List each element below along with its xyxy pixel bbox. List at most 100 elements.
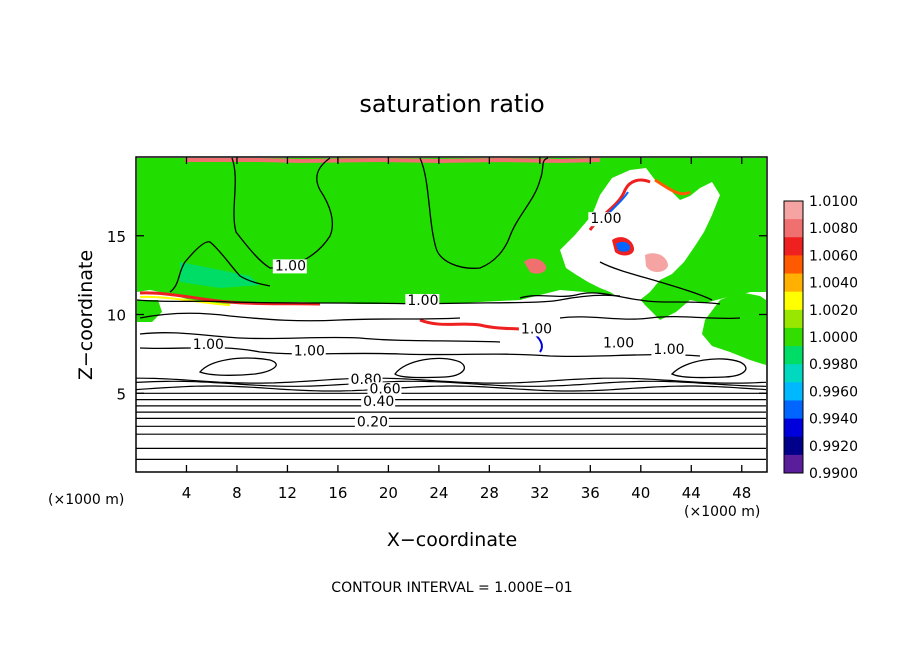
colorbar-label: 1.0000 — [809, 330, 858, 346]
contour-label: 1.00 — [193, 337, 224, 353]
y-tick-labels: 5 10 15 — [107, 228, 126, 404]
x-tick-labels: 4 8 12 16 20 24 28 32 36 40 44 48 — [182, 484, 752, 502]
colorbar-label: 0.9900 — [809, 466, 858, 482]
contour-label: 0.20 — [357, 414, 388, 430]
contour-cloud-2 — [139, 332, 501, 343]
stratified-contour-line — [136, 377, 767, 384]
colorbar-label: 0.9940 — [809, 412, 858, 428]
contour-label-bg — [588, 212, 623, 227]
plot-frame — [135, 156, 768, 473]
colorbar-swatch — [784, 454, 803, 474]
green-left-patch — [137, 300, 162, 322]
y-tick-label: 10 — [107, 307, 126, 325]
colorbar-label: 0.9980 — [809, 357, 858, 373]
contour-label: 1.00 — [603, 336, 634, 352]
plot-area — [135, 156, 768, 473]
contour-cloud-6 — [599, 261, 713, 301]
red-blob-3 — [645, 253, 668, 272]
contour-green-interior-3 — [169, 241, 271, 293]
colorbar-label: 1.0040 — [809, 276, 858, 292]
colorbar-frame — [783, 200, 804, 474]
contour-label: 1.00 — [590, 211, 621, 227]
yellow-streak — [139, 295, 231, 306]
cloud-white-region — [560, 168, 720, 302]
contour-interval-note: CONTOUR INTERVAL = 1.000E−01 — [331, 580, 572, 596]
contour-label-bg — [190, 338, 225, 353]
x-tick-label: 36 — [581, 484, 600, 502]
stratified-contour-line — [135, 385, 767, 392]
x-tick-label: 48 — [732, 484, 751, 502]
contour-label: 1.00 — [275, 258, 306, 274]
contour-label: 1.00 — [407, 293, 438, 309]
colorbar-swatch — [784, 309, 803, 329]
x-tick-label: 20 — [379, 484, 398, 502]
orange-streak-1 — [654, 178, 691, 196]
blue-blob-2 — [616, 241, 630, 252]
cyan-left-strip — [180, 262, 260, 288]
contour-dome-2 — [394, 357, 465, 379]
contour-label-bg — [405, 294, 440, 309]
colorbar-swatch — [784, 346, 803, 365]
contour-label: 0.60 — [369, 381, 400, 397]
axis-ticks — [136, 157, 767, 472]
colorbar-swatch — [784, 201, 803, 220]
contour-label-bg — [291, 344, 326, 359]
x-tick-label: 16 — [328, 484, 347, 502]
contour-label-bg — [354, 415, 389, 430]
colorbar-label: 1.0080 — [809, 221, 858, 237]
x-tick-label: 40 — [631, 484, 650, 502]
contour-dome-3 — [670, 358, 747, 379]
x-tick-label: 32 — [530, 484, 549, 502]
y-tick-label: 15 — [107, 228, 126, 246]
red-blob-1 — [524, 258, 547, 274]
x-tick-label: 44 — [682, 484, 701, 502]
green-lower-right-patch — [702, 292, 766, 365]
colorbar-swatch — [784, 219, 803, 238]
colorbar-swatch — [784, 436, 803, 456]
contour-label: 0.40 — [363, 394, 394, 410]
colorbar-swatch — [784, 255, 803, 275]
colorbar-swatch — [784, 364, 803, 383]
pink-top-strip — [185, 157, 601, 164]
contour-label-bg — [272, 259, 307, 274]
stratified-contour-line — [135, 380, 767, 387]
colorbar-label: 0.9920 — [809, 439, 858, 455]
y-axis-title: Z−coordinate — [75, 250, 97, 380]
colorbar-swatch — [784, 418, 803, 438]
x-axis-title: X−coordinate — [387, 529, 517, 551]
colorbar-label: 1.0060 — [809, 248, 858, 264]
x-tick-label: 24 — [429, 484, 448, 502]
colorbar: 1.0100 1.0080 1.0060 1.0040 1.0020 1.0000 0.99… — [783, 194, 858, 482]
colorbar-label: 1.0100 — [809, 194, 858, 210]
y-tick-label: 5 — [116, 385, 126, 403]
contour-label: 1.00 — [294, 343, 325, 359]
contour-label-bg — [600, 336, 635, 351]
colorbar-swatch — [784, 291, 803, 311]
contour-dome-1 — [198, 357, 277, 376]
contour-label-bg — [367, 382, 402, 397]
x-unit-left: (×1000 m) — [48, 492, 124, 508]
x-unit-right: (×1000 m) — [684, 504, 760, 520]
contour-label: 1.00 — [521, 321, 552, 337]
contour-cloud-5 — [559, 315, 741, 320]
colorbar-swatch — [784, 327, 803, 347]
contour-label-bg — [651, 342, 686, 357]
contour-cloud-4 — [519, 292, 721, 305]
contour-label-bg — [518, 322, 553, 337]
stratified-contours — [135, 377, 767, 460]
contour-cloud-1 — [139, 312, 461, 322]
colorbar-label: 1.0020 — [809, 303, 858, 319]
colorbar-swatch — [784, 400, 803, 420]
contour-label-bg — [361, 394, 396, 409]
colorbar-swatch — [784, 237, 803, 256]
x-tick-label: 12 — [278, 484, 297, 502]
x-tick-label: 28 — [480, 484, 499, 502]
colorbar-swatch — [784, 273, 803, 293]
green-field-region — [137, 158, 766, 365]
contour-green-interior-2 — [419, 157, 549, 269]
x-tick-label: 4 — [182, 484, 192, 502]
contour-labels: 1.001.001.001.00 1.001.001.00 1.000.800.60… — [190, 211, 686, 430]
chart-title: saturation ratio — [359, 90, 544, 118]
contour-label: 1.00 — [653, 342, 684, 358]
colorbar-swatch — [784, 382, 803, 401]
